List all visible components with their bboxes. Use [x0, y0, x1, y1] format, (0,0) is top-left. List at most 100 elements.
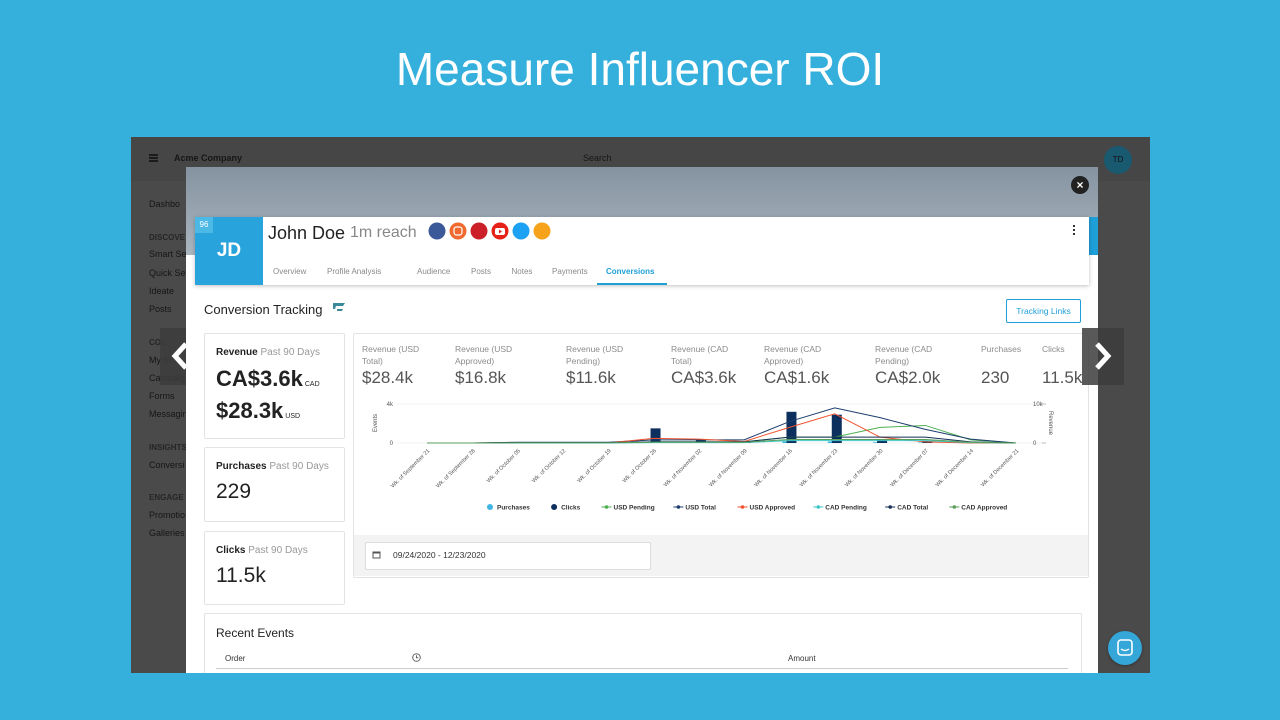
y-axis-label: Events	[373, 414, 379, 432]
x-tick-label: Wk. of September 28	[435, 448, 476, 489]
line	[427, 438, 1017, 444]
metric-label: Revenue (USD Total)	[362, 344, 420, 366]
stat-label: Revenue Past 90 Days	[216, 347, 320, 358]
legend-swatch	[740, 505, 745, 509]
stat-label: Clicks Past 90 Days	[216, 545, 308, 556]
legend-swatch	[816, 505, 821, 509]
tab[interactable]: Profile Analysis	[327, 267, 382, 276]
company: Acme Company	[174, 153, 243, 163]
profile-card	[195, 217, 1089, 285]
tab[interactable]: Audience	[417, 267, 451, 276]
sidebar-heading: INSIGHTS	[149, 443, 187, 452]
menu-icon	[149, 154, 158, 162]
recent-events-title: Recent Events	[216, 626, 295, 640]
column-header: Order	[225, 654, 246, 663]
sidebar-item: Dashbo	[149, 199, 181, 209]
x-tick-label: Wk. of December 07	[890, 448, 930, 488]
x-tick-label: Wk. of November 23	[799, 448, 839, 488]
line	[427, 413, 1016, 444]
section-title: Conversion Tracking	[204, 302, 323, 317]
stat-card	[204, 531, 345, 605]
sidebar-heading: DISCOVE	[149, 233, 186, 242]
stat-value: 229	[216, 480, 252, 503]
tab[interactable]: Conversions	[606, 267, 655, 276]
prev-chevron	[171, 342, 188, 370]
stat-value: 11.5k	[216, 564, 266, 587]
stat-unit: CAD	[304, 381, 320, 388]
kebab-menu[interactable]	[1073, 225, 1077, 235]
metric-value: CA$1.6k	[764, 368, 830, 387]
y2-axis-label: Revenue	[1047, 411, 1053, 436]
stat-unit: USD	[285, 413, 301, 420]
tab[interactable]: Payments	[552, 267, 588, 276]
metric-value: 230	[981, 368, 1010, 387]
recent-events-card	[204, 613, 1082, 673]
stat-card	[204, 447, 345, 522]
search: Search	[583, 153, 612, 163]
header-accent	[1089, 217, 1098, 255]
metric-value: CA$3.6k	[671, 368, 737, 387]
metric-label: Purchases	[981, 344, 1022, 354]
legend-label: Purchases	[497, 505, 530, 512]
y-tick-label: 0	[390, 441, 394, 447]
initials: JD	[195, 217, 263, 285]
close-button[interactable]: ×	[1071, 176, 1089, 194]
sidebar-item: Posts	[149, 304, 172, 314]
table-divider	[216, 668, 1068, 669]
legend-label: USD Pending	[614, 505, 655, 512]
tracking-links-button[interactable]: Tracking Links	[1006, 299, 1081, 323]
legend-swatch	[604, 505, 609, 509]
x-tick-label: Wk. of September 21	[390, 448, 431, 489]
legend-swatch	[487, 504, 493, 510]
date-range: 09/24/2020 - 12/23/2020	[393, 550, 486, 560]
social-icons	[428, 222, 551, 240]
x-tick-label: Wk. of October 12	[531, 448, 567, 484]
bar	[786, 411, 797, 443]
stat-card	[204, 333, 345, 439]
legend-swatch	[952, 505, 957, 509]
tab[interactable]: Notes	[511, 267, 533, 276]
metric-label: Revenue (CAD Total)	[671, 344, 729, 366]
sidebar-item: Forms	[149, 391, 175, 401]
modal: × JD 96 John Doe 1m reach Overview Profil…	[186, 167, 1098, 673]
x-tick-label: Wk. of November 09	[708, 448, 748, 488]
x-tick-label: Wk. of October 26	[622, 448, 658, 484]
sidebar-item: Conversi	[149, 460, 185, 470]
metric-label: Revenue (USD Pending)	[566, 344, 624, 366]
metric-value: $16.8k	[455, 368, 507, 387]
y-tick-label: 4k	[387, 402, 394, 408]
sidebar-heading: COL	[149, 338, 166, 347]
x-tick-label: Wk. of October 05	[486, 448, 522, 484]
screenshot: Acme Company Search TD Dashbo DISCOVE Smar…	[131, 137, 1150, 673]
calendar-icon	[372, 551, 381, 559]
legend-label: USD Approved	[750, 505, 796, 512]
stat-label: Purchases Past 90 Days	[216, 461, 329, 472]
active-tab-underline	[597, 283, 667, 285]
x-tick-label: Wk. of November 30	[844, 448, 884, 488]
score: 96	[195, 217, 213, 233]
legend-swatch	[676, 505, 681, 509]
metric-label: Revenue (CAD Approved)	[764, 344, 822, 366]
y2-tick-label: 0	[1033, 441, 1037, 447]
tab[interactable]: Posts	[471, 267, 492, 276]
metric-value: $28.4k	[362, 368, 414, 387]
sidebar-heading: ENGAGE	[149, 493, 184, 502]
sidebar-item: Ideate	[149, 286, 175, 296]
headline: Measure Influencer ROI	[395, 43, 885, 95]
legend-swatch	[888, 505, 892, 509]
brand-icon	[333, 303, 345, 311]
name: John Doe	[268, 223, 346, 243]
tab[interactable]: Overview	[273, 267, 307, 276]
stat-period: Past 90 Days	[269, 461, 329, 472]
next-arrow[interactable]	[1082, 328, 1124, 385]
x-tick-label: Wk. of December 14	[935, 448, 975, 488]
chat-button[interactable]	[1108, 631, 1142, 665]
next-chevron	[1095, 342, 1112, 370]
metric-value: CA$2.0k	[875, 368, 941, 387]
chat-icon	[1117, 639, 1133, 656]
date-input[interactable]	[365, 542, 651, 570]
stat-value: CA$3.6k CAD	[216, 366, 320, 391]
clock-icon	[412, 653, 421, 662]
